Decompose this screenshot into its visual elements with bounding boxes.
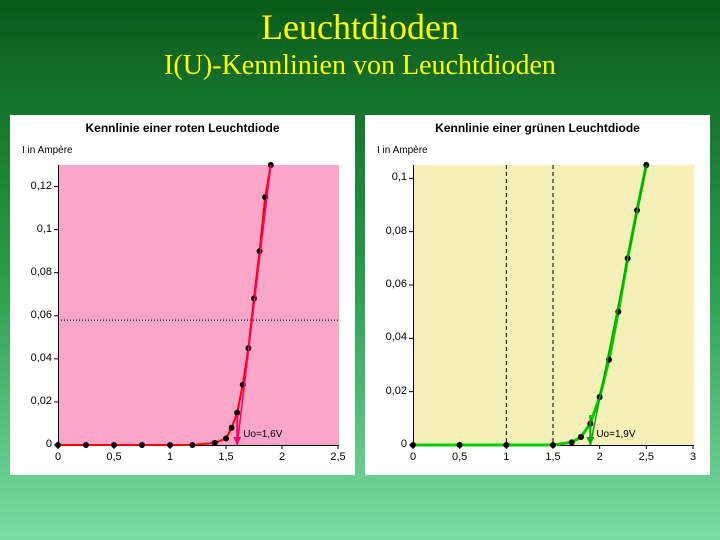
data-point	[229, 425, 235, 431]
iv-curve-left	[58, 165, 271, 445]
threshold-arrow-icon	[586, 437, 594, 445]
x-tick-label: 1,5	[218, 451, 233, 463]
chart-panel-red-led: Kennlinie einer roten Leuchtdiode I in A…	[10, 115, 355, 475]
x-tick-label: 2,5	[639, 451, 654, 463]
x-tick-label: 1	[167, 451, 173, 463]
data-point	[55, 442, 61, 448]
y-tick-label: 0,02	[373, 385, 407, 397]
data-point	[83, 442, 89, 448]
y-tick-label: 0,08	[18, 266, 52, 278]
threshold-arrow-icon	[233, 437, 241, 445]
data-point	[111, 442, 117, 448]
tangent-line	[237, 165, 271, 445]
slide-title: Leuchtdioden	[0, 6, 720, 48]
y-tick-label: 0,12	[18, 180, 52, 192]
slide-subtitle: I(U)-Kennlinien von Leuchtdioden	[0, 50, 720, 82]
y-tick-label: 0,1	[373, 171, 407, 183]
y-tick-label: 0	[18, 438, 52, 450]
charts-row: Kennlinie einer roten Leuchtdiode I in A…	[10, 115, 710, 475]
x-tick-label: 2	[279, 451, 285, 463]
chart-svg-right	[365, 115, 710, 475]
y-tick-label: 0	[373, 438, 407, 450]
data-point	[457, 442, 463, 448]
x-tick-label: 2	[597, 451, 603, 463]
x-tick-label: 3	[690, 451, 696, 463]
chart-svg-left	[10, 115, 355, 475]
data-point	[167, 442, 173, 448]
data-point	[212, 440, 218, 446]
y-tick-label: 0,04	[18, 352, 52, 364]
data-point	[139, 442, 145, 448]
x-tick-label: 1	[503, 451, 509, 463]
y-tick-label: 0,08	[373, 225, 407, 237]
y-tick-label: 0,04	[373, 331, 407, 343]
x-tick-label: 1,5	[545, 451, 560, 463]
slide: Leuchtdioden I(U)-Kennlinien von Leuchtd…	[0, 0, 720, 540]
data-point	[503, 442, 509, 448]
iv-curve-right	[413, 165, 646, 445]
y-tick-label: 0,06	[373, 278, 407, 290]
data-point	[234, 410, 240, 416]
data-point	[569, 439, 575, 445]
x-tick-label: 0,5	[452, 451, 467, 463]
data-point	[410, 442, 416, 448]
threshold-label-right: Uo=1,9V	[596, 429, 635, 440]
x-tick-label: 2,5	[330, 451, 345, 463]
data-point	[189, 442, 195, 448]
data-point	[223, 436, 229, 442]
data-point	[578, 434, 584, 440]
y-tick-label: 0,1	[18, 223, 52, 235]
threshold-label-left: Uo=1,6V	[243, 429, 282, 440]
x-tick-label: 0,5	[106, 451, 121, 463]
x-tick-label: 0	[55, 451, 61, 463]
tangent-line	[590, 165, 646, 445]
data-point	[550, 442, 556, 448]
chart-panel-green-led: Kennlinie einer grünen Leuchtdiode I in …	[365, 115, 710, 475]
title-block: Leuchtdioden I(U)-Kennlinien von Leuchtd…	[0, 0, 720, 82]
y-tick-label: 0,06	[18, 309, 52, 321]
y-tick-label: 0,02	[18, 395, 52, 407]
x-tick-label: 0	[410, 451, 416, 463]
